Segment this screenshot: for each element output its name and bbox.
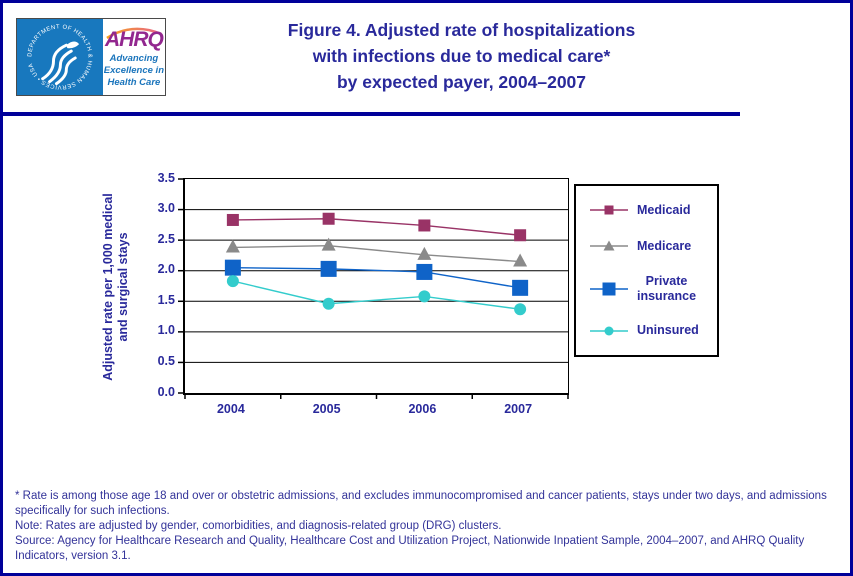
data-point-marker bbox=[320, 260, 337, 277]
hhs-eagle-head-icon bbox=[66, 41, 80, 49]
y-tick-label: 2.0 bbox=[157, 262, 175, 277]
hhs-ahrq-logo: DEPARTMENT OF HEALTH & HUMAN SERVICES • … bbox=[16, 18, 166, 96]
y-tick-label: 0.5 bbox=[157, 353, 175, 368]
data-point-marker bbox=[418, 219, 431, 232]
data-point-marker bbox=[225, 239, 240, 253]
legend-label: Private insurance bbox=[637, 273, 697, 303]
data-point-marker bbox=[418, 290, 431, 303]
hhs-seal-graphic: DEPARTMENT OF HEALTH & HUMAN SERVICES • … bbox=[27, 24, 92, 89]
legend-item: Medicare bbox=[590, 237, 717, 255]
ahrq-tagline-line: Excellence in bbox=[103, 65, 164, 76]
y-tick-label: 1.0 bbox=[157, 323, 175, 338]
data-point-marker bbox=[514, 229, 527, 242]
legend-marker-icon bbox=[590, 326, 628, 336]
data-point-marker bbox=[416, 263, 433, 280]
data-point-marker bbox=[321, 237, 336, 251]
title-line: Figure 4. Adjusted rate of hospitalizati… bbox=[287, 20, 636, 40]
legend-label: Medicare bbox=[637, 238, 692, 253]
y-axis-title: Adjusted rate per 1,000 medical and surg… bbox=[101, 171, 145, 403]
footnotes: * Rate is among those age 18 and over or… bbox=[15, 489, 849, 564]
legend-marker-icon bbox=[590, 282, 628, 296]
ahrq-tagline: Advancing Excellence in Health Care bbox=[103, 53, 165, 89]
data-point-marker bbox=[417, 246, 432, 260]
y-tick-label: 3.0 bbox=[157, 201, 175, 216]
legend-item: Private insurance bbox=[590, 274, 717, 304]
ahrq-panel: AHRQ Advancing Excellence in Health Care bbox=[103, 19, 165, 95]
x-tick-label: 2007 bbox=[504, 402, 533, 416]
title-line: by expected payer, 2004–2007 bbox=[336, 72, 587, 92]
series-line bbox=[232, 280, 521, 310]
y-tick-label: 3.5 bbox=[157, 170, 175, 185]
hhs-eagle-icon bbox=[41, 43, 77, 86]
series-line bbox=[232, 266, 521, 289]
legend-item: Uninsured bbox=[590, 322, 717, 340]
x-tick-label: 2004 bbox=[216, 402, 245, 416]
hhs-seal: DEPARTMENT OF HEALTH & HUMAN SERVICES • … bbox=[17, 19, 103, 95]
footnote-line: Note: Rates are adjusted by gender, como… bbox=[15, 520, 502, 532]
plot-area bbox=[178, 178, 569, 399]
ahrq-arc-icon bbox=[106, 27, 162, 39]
title-line: with infections due to medical care* bbox=[312, 46, 611, 66]
series-line bbox=[232, 218, 521, 236]
ahrq-tagline-line: Advancing bbox=[109, 53, 159, 64]
data-point-marker bbox=[514, 303, 527, 316]
x-tick-label: 2005 bbox=[312, 402, 341, 416]
x-tick-label: 2006 bbox=[408, 402, 437, 416]
legend-marker-icon bbox=[590, 240, 628, 251]
header-divider bbox=[3, 112, 740, 116]
legend-item: Medicaid bbox=[590, 201, 717, 219]
legend-label: Medicaid bbox=[637, 202, 691, 217]
legend: Medicaid Medicare Private insurance Uninsur… bbox=[574, 184, 719, 357]
footnote-line: * Rate is among those age 18 and over or… bbox=[15, 490, 827, 517]
legend-marker-icon bbox=[590, 205, 628, 215]
y-axis-title-line: and surgical stays bbox=[116, 232, 130, 342]
y-tick-label: 0.0 bbox=[157, 384, 175, 399]
ahrq-wordmark: AHRQ bbox=[104, 28, 164, 51]
footnote-line: Source: Agency for Healthcare Research a… bbox=[15, 535, 805, 562]
figure-title: Figure 4. Adjusted rate of hospitalizati… bbox=[189, 17, 734, 95]
data-point-marker bbox=[512, 279, 529, 296]
data-point-marker bbox=[513, 253, 528, 267]
plot-svg bbox=[178, 178, 569, 399]
series-line bbox=[232, 244, 521, 263]
data-point-marker bbox=[224, 259, 241, 276]
y-axis-title-line: Adjusted rate per 1,000 medical bbox=[101, 193, 115, 381]
y-tick-label: 2.5 bbox=[157, 231, 175, 246]
ahrq-tagline-line: Health Care bbox=[107, 77, 161, 88]
data-point-marker bbox=[322, 212, 335, 225]
data-point-marker bbox=[322, 297, 335, 310]
data-point-marker bbox=[226, 213, 239, 226]
legend-label: Uninsured bbox=[637, 323, 699, 338]
y-tick-label: 1.5 bbox=[157, 292, 175, 307]
data-point-marker bbox=[226, 275, 239, 288]
